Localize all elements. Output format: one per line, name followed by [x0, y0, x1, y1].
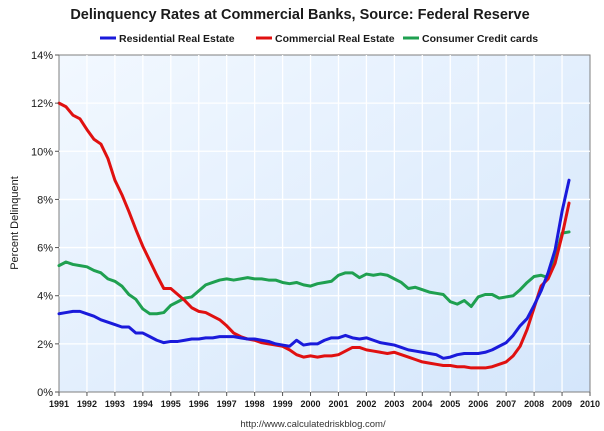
x-tick-label: 2000	[301, 399, 321, 409]
x-tick-label: 1996	[189, 399, 209, 409]
y-tick-label: 4%	[37, 291, 53, 303]
x-tick-label: 2005	[440, 399, 460, 409]
legend: Residential Real Estate Commercial Real E…	[100, 33, 538, 45]
grid	[59, 55, 590, 392]
x-tick-label: 1997	[217, 399, 237, 409]
legend-label: Commercial Real Estate	[275, 33, 395, 45]
series-layer	[57, 101, 571, 370]
x-tick-label: 1992	[77, 399, 97, 409]
y-tick-label: 2%	[37, 339, 53, 351]
y-tick-label: 10%	[31, 146, 53, 158]
legend-label: Consumer Credit cards	[422, 33, 538, 45]
x-tick-label: 1999	[273, 399, 293, 409]
x-tick-label: 1998	[245, 399, 265, 409]
x-tick-label: 2001	[328, 399, 348, 409]
axes: 0% 2% 4% 6% 8% 10% 12% 14% 1991 1992 1993 1994 1995 1…	[31, 50, 600, 409]
x-tick-label: 2006	[468, 399, 488, 409]
y-tick-label: 12%	[31, 98, 53, 110]
x-tick-label: 1994	[133, 399, 153, 409]
y-tick-label: 0%	[37, 387, 53, 399]
x-tick-label: 1995	[161, 399, 181, 409]
series-line-consumer-credit-cards	[57, 230, 571, 316]
series-line-commercial-real-estate	[57, 101, 571, 370]
legend-label: Residential Real Estate	[119, 33, 235, 45]
x-tick-label: 2002	[356, 399, 376, 409]
x-tick-label: 2003	[384, 399, 404, 409]
x-tick-label: 1993	[105, 399, 125, 409]
x-tick-label: 2007	[496, 399, 516, 409]
x-tick-label: 1991	[49, 399, 69, 409]
y-tick-label: 8%	[37, 194, 53, 206]
y-axis-label: Percent Delinquent	[9, 176, 21, 270]
x-tick-label: 2010	[580, 399, 600, 409]
x-tick-label: 2004	[412, 399, 432, 409]
y-tick-label: 14%	[31, 50, 53, 62]
series-line-residential-real-estate	[57, 178, 571, 360]
x-tick-label: 2009	[552, 399, 572, 409]
x-tick-label: 2008	[524, 399, 544, 409]
chart-title: Delinquency Rates at Commercial Banks, S…	[70, 7, 529, 23]
source-url: http://www.calculatedriskblog.com/	[240, 419, 386, 430]
y-tick-label: 6%	[37, 243, 53, 255]
